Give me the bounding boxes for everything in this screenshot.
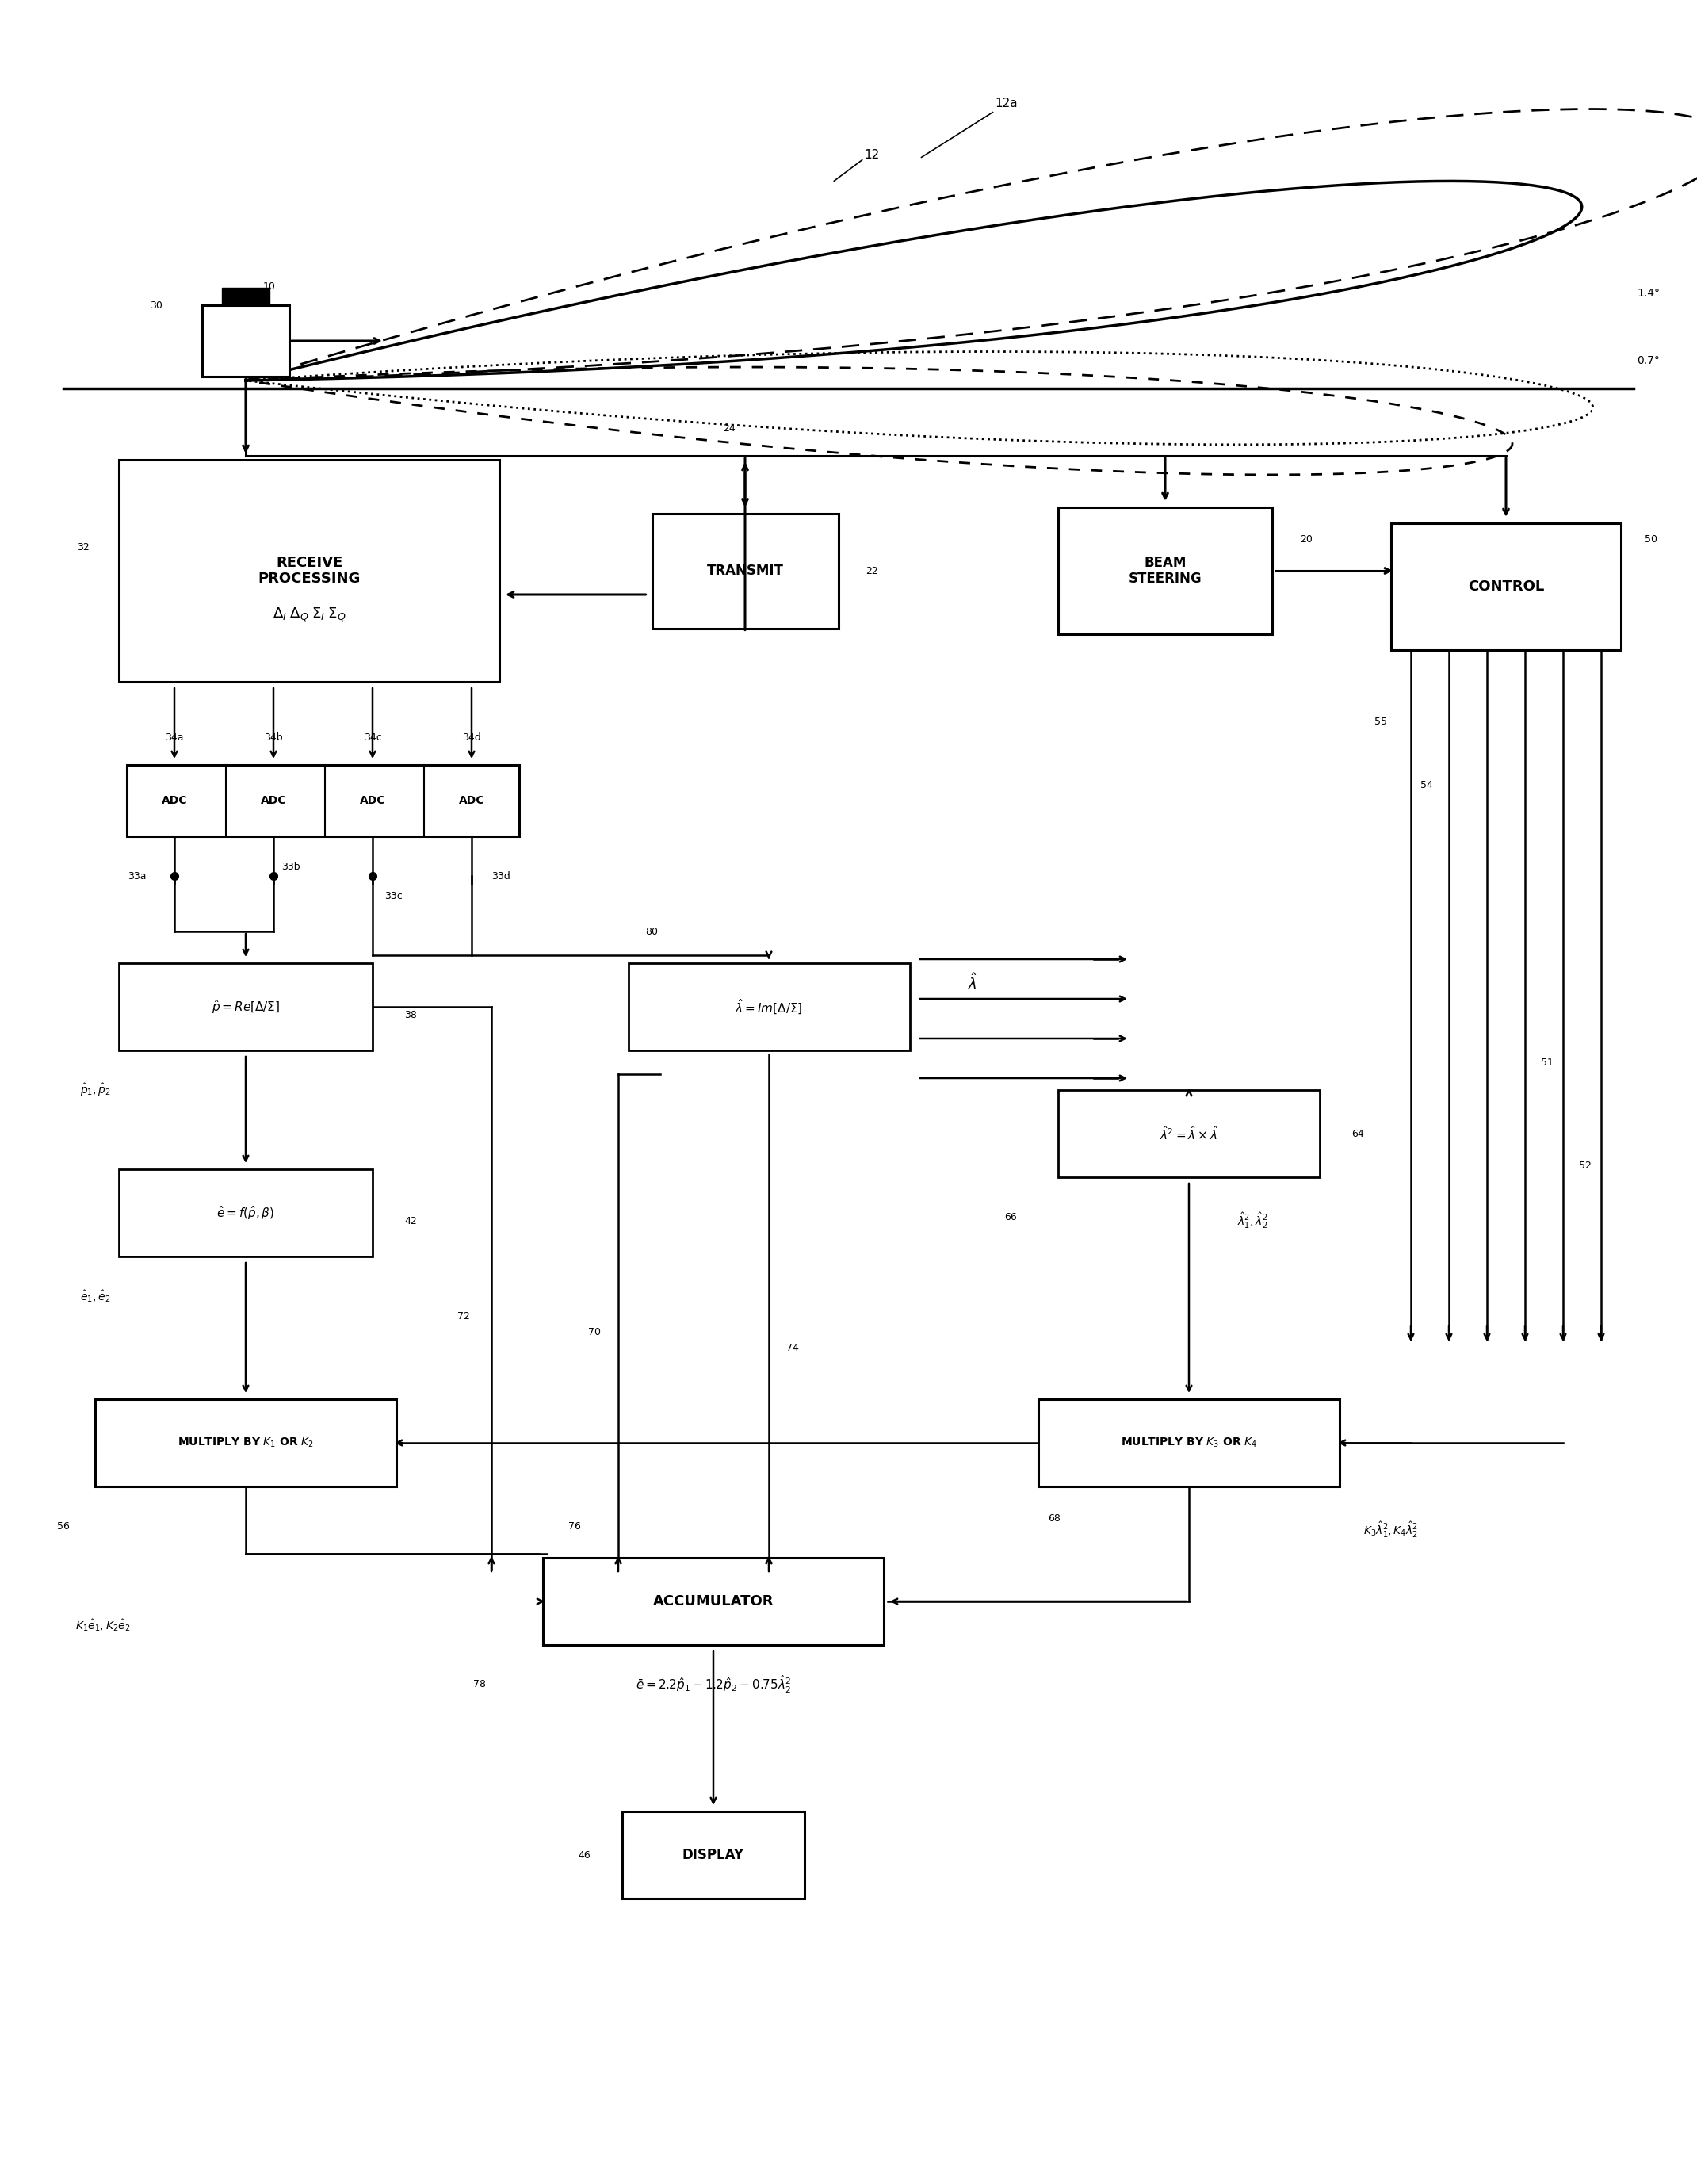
FancyBboxPatch shape [1392, 524, 1621, 651]
FancyBboxPatch shape [1039, 1400, 1339, 1487]
Text: TRANSMIT: TRANSMIT [706, 563, 784, 579]
Text: 22: 22 [865, 566, 879, 577]
Text: 24: 24 [723, 424, 735, 432]
Text: 76: 76 [568, 1520, 580, 1531]
Text: RECEIVE
PROCESSING: RECEIVE PROCESSING [258, 555, 360, 585]
Text: ADC: ADC [458, 795, 484, 806]
FancyBboxPatch shape [652, 513, 838, 629]
Text: MULTIPLY BY $K_3$ OR $K_4$: MULTIPLY BY $K_3$ OR $K_4$ [1120, 1437, 1257, 1450]
Text: 10: 10 [263, 282, 277, 293]
FancyBboxPatch shape [543, 1557, 884, 1645]
Text: 34a: 34a [165, 732, 183, 743]
Text: 80: 80 [645, 926, 658, 937]
Text: 30: 30 [149, 299, 163, 310]
Text: 0.7°: 0.7° [1638, 356, 1660, 367]
Text: BEAM
STEERING: BEAM STEERING [1129, 555, 1201, 585]
Text: 72: 72 [458, 1310, 470, 1321]
FancyBboxPatch shape [119, 963, 373, 1051]
Text: 70: 70 [589, 1326, 601, 1337]
FancyBboxPatch shape [623, 1811, 804, 1898]
FancyBboxPatch shape [119, 461, 499, 681]
Text: $\hat{\lambda}_1^2,\hat{\lambda}_2^2$: $\hat{\lambda}_1^2,\hat{\lambda}_2^2$ [1237, 1212, 1268, 1230]
FancyBboxPatch shape [95, 1400, 397, 1487]
Text: $\hat{\lambda}$: $\hat{\lambda}$ [969, 974, 977, 994]
Text: 20: 20 [1300, 533, 1312, 544]
Text: 42: 42 [404, 1216, 417, 1225]
Text: 50: 50 [1644, 533, 1658, 544]
Text: $\hat{\lambda}=Im[\Delta/\Sigma]$: $\hat{\lambda}=Im[\Delta/\Sigma]$ [735, 998, 803, 1016]
FancyBboxPatch shape [127, 764, 519, 836]
Text: 46: 46 [579, 1850, 591, 1861]
Text: $\Delta_I \;\Delta_Q \;\Sigma_I \;\Sigma_Q$: $\Delta_I \;\Delta_Q \;\Sigma_I \;\Sigma… [272, 605, 346, 622]
FancyBboxPatch shape [1059, 1090, 1320, 1177]
Text: 12a: 12a [994, 96, 1018, 109]
FancyBboxPatch shape [222, 288, 270, 306]
Text: $K_1\hat{e}_1, K_2\hat{e}_2$: $K_1\hat{e}_1, K_2\hat{e}_2$ [75, 1618, 131, 1634]
Text: 32: 32 [76, 542, 90, 553]
Text: 38: 38 [404, 1009, 417, 1020]
Text: 78: 78 [473, 1679, 485, 1690]
Text: 68: 68 [1047, 1514, 1061, 1522]
Text: $\hat{e}=f(\hat{p},\beta)$: $\hat{e}=f(\hat{p},\beta)$ [217, 1203, 275, 1221]
FancyBboxPatch shape [1059, 507, 1273, 633]
Text: ADC: ADC [261, 795, 287, 806]
Text: ACCUMULATOR: ACCUMULATOR [653, 1594, 774, 1607]
Text: $\bar{e}=2.2\hat{p}_1 - 1.2\hat{p}_2 - 0.75\hat{\lambda}_2^2$: $\bar{e}=2.2\hat{p}_1 - 1.2\hat{p}_2 - 0… [636, 1675, 791, 1695]
Text: 33c: 33c [385, 891, 402, 902]
Text: $\hat{\lambda}^2=\hat{\lambda}\times\hat{\lambda}$: $\hat{\lambda}^2=\hat{\lambda}\times\hat… [1159, 1125, 1218, 1142]
Text: $\hat{p}_1,\hat{p}_2$: $\hat{p}_1,\hat{p}_2$ [80, 1081, 110, 1099]
Text: ADC: ADC [161, 795, 187, 806]
Text: $\hat{p}=Re[\Delta/\Sigma]$: $\hat{p}=Re[\Delta/\Sigma]$ [212, 998, 280, 1016]
Text: 74: 74 [786, 1343, 799, 1352]
Text: CONTROL: CONTROL [1468, 579, 1544, 594]
Text: 51: 51 [1541, 1057, 1553, 1068]
Text: 12: 12 [864, 149, 879, 162]
Text: 33d: 33d [492, 871, 511, 880]
Text: MULTIPLY BY $K_1$ OR $K_2$: MULTIPLY BY $K_1$ OR $K_2$ [178, 1437, 314, 1450]
Text: 34b: 34b [265, 732, 283, 743]
Text: DISPLAY: DISPLAY [682, 1848, 745, 1863]
Text: 34c: 34c [363, 732, 382, 743]
Text: 56: 56 [58, 1520, 70, 1531]
FancyBboxPatch shape [119, 1168, 373, 1256]
Text: 54: 54 [1420, 780, 1432, 791]
Text: 34d: 34d [462, 732, 480, 743]
FancyBboxPatch shape [202, 306, 288, 376]
Text: 55: 55 [1375, 716, 1386, 727]
Text: 64: 64 [1351, 1129, 1364, 1138]
Text: $K_3\hat{\lambda}_1^2, K_4\hat{\lambda}_2^2$: $K_3\hat{\lambda}_1^2, K_4\hat{\lambda}_… [1363, 1520, 1419, 1540]
Text: 1.4°: 1.4° [1638, 288, 1660, 299]
FancyBboxPatch shape [628, 963, 910, 1051]
Text: 33b: 33b [282, 863, 300, 871]
Text: 66: 66 [1005, 1212, 1017, 1223]
Text: ADC: ADC [360, 795, 385, 806]
Text: 33a: 33a [127, 871, 146, 880]
Text: 52: 52 [1578, 1160, 1592, 1171]
Text: $\hat{e}_1,\hat{e}_2$: $\hat{e}_1,\hat{e}_2$ [80, 1289, 110, 1304]
